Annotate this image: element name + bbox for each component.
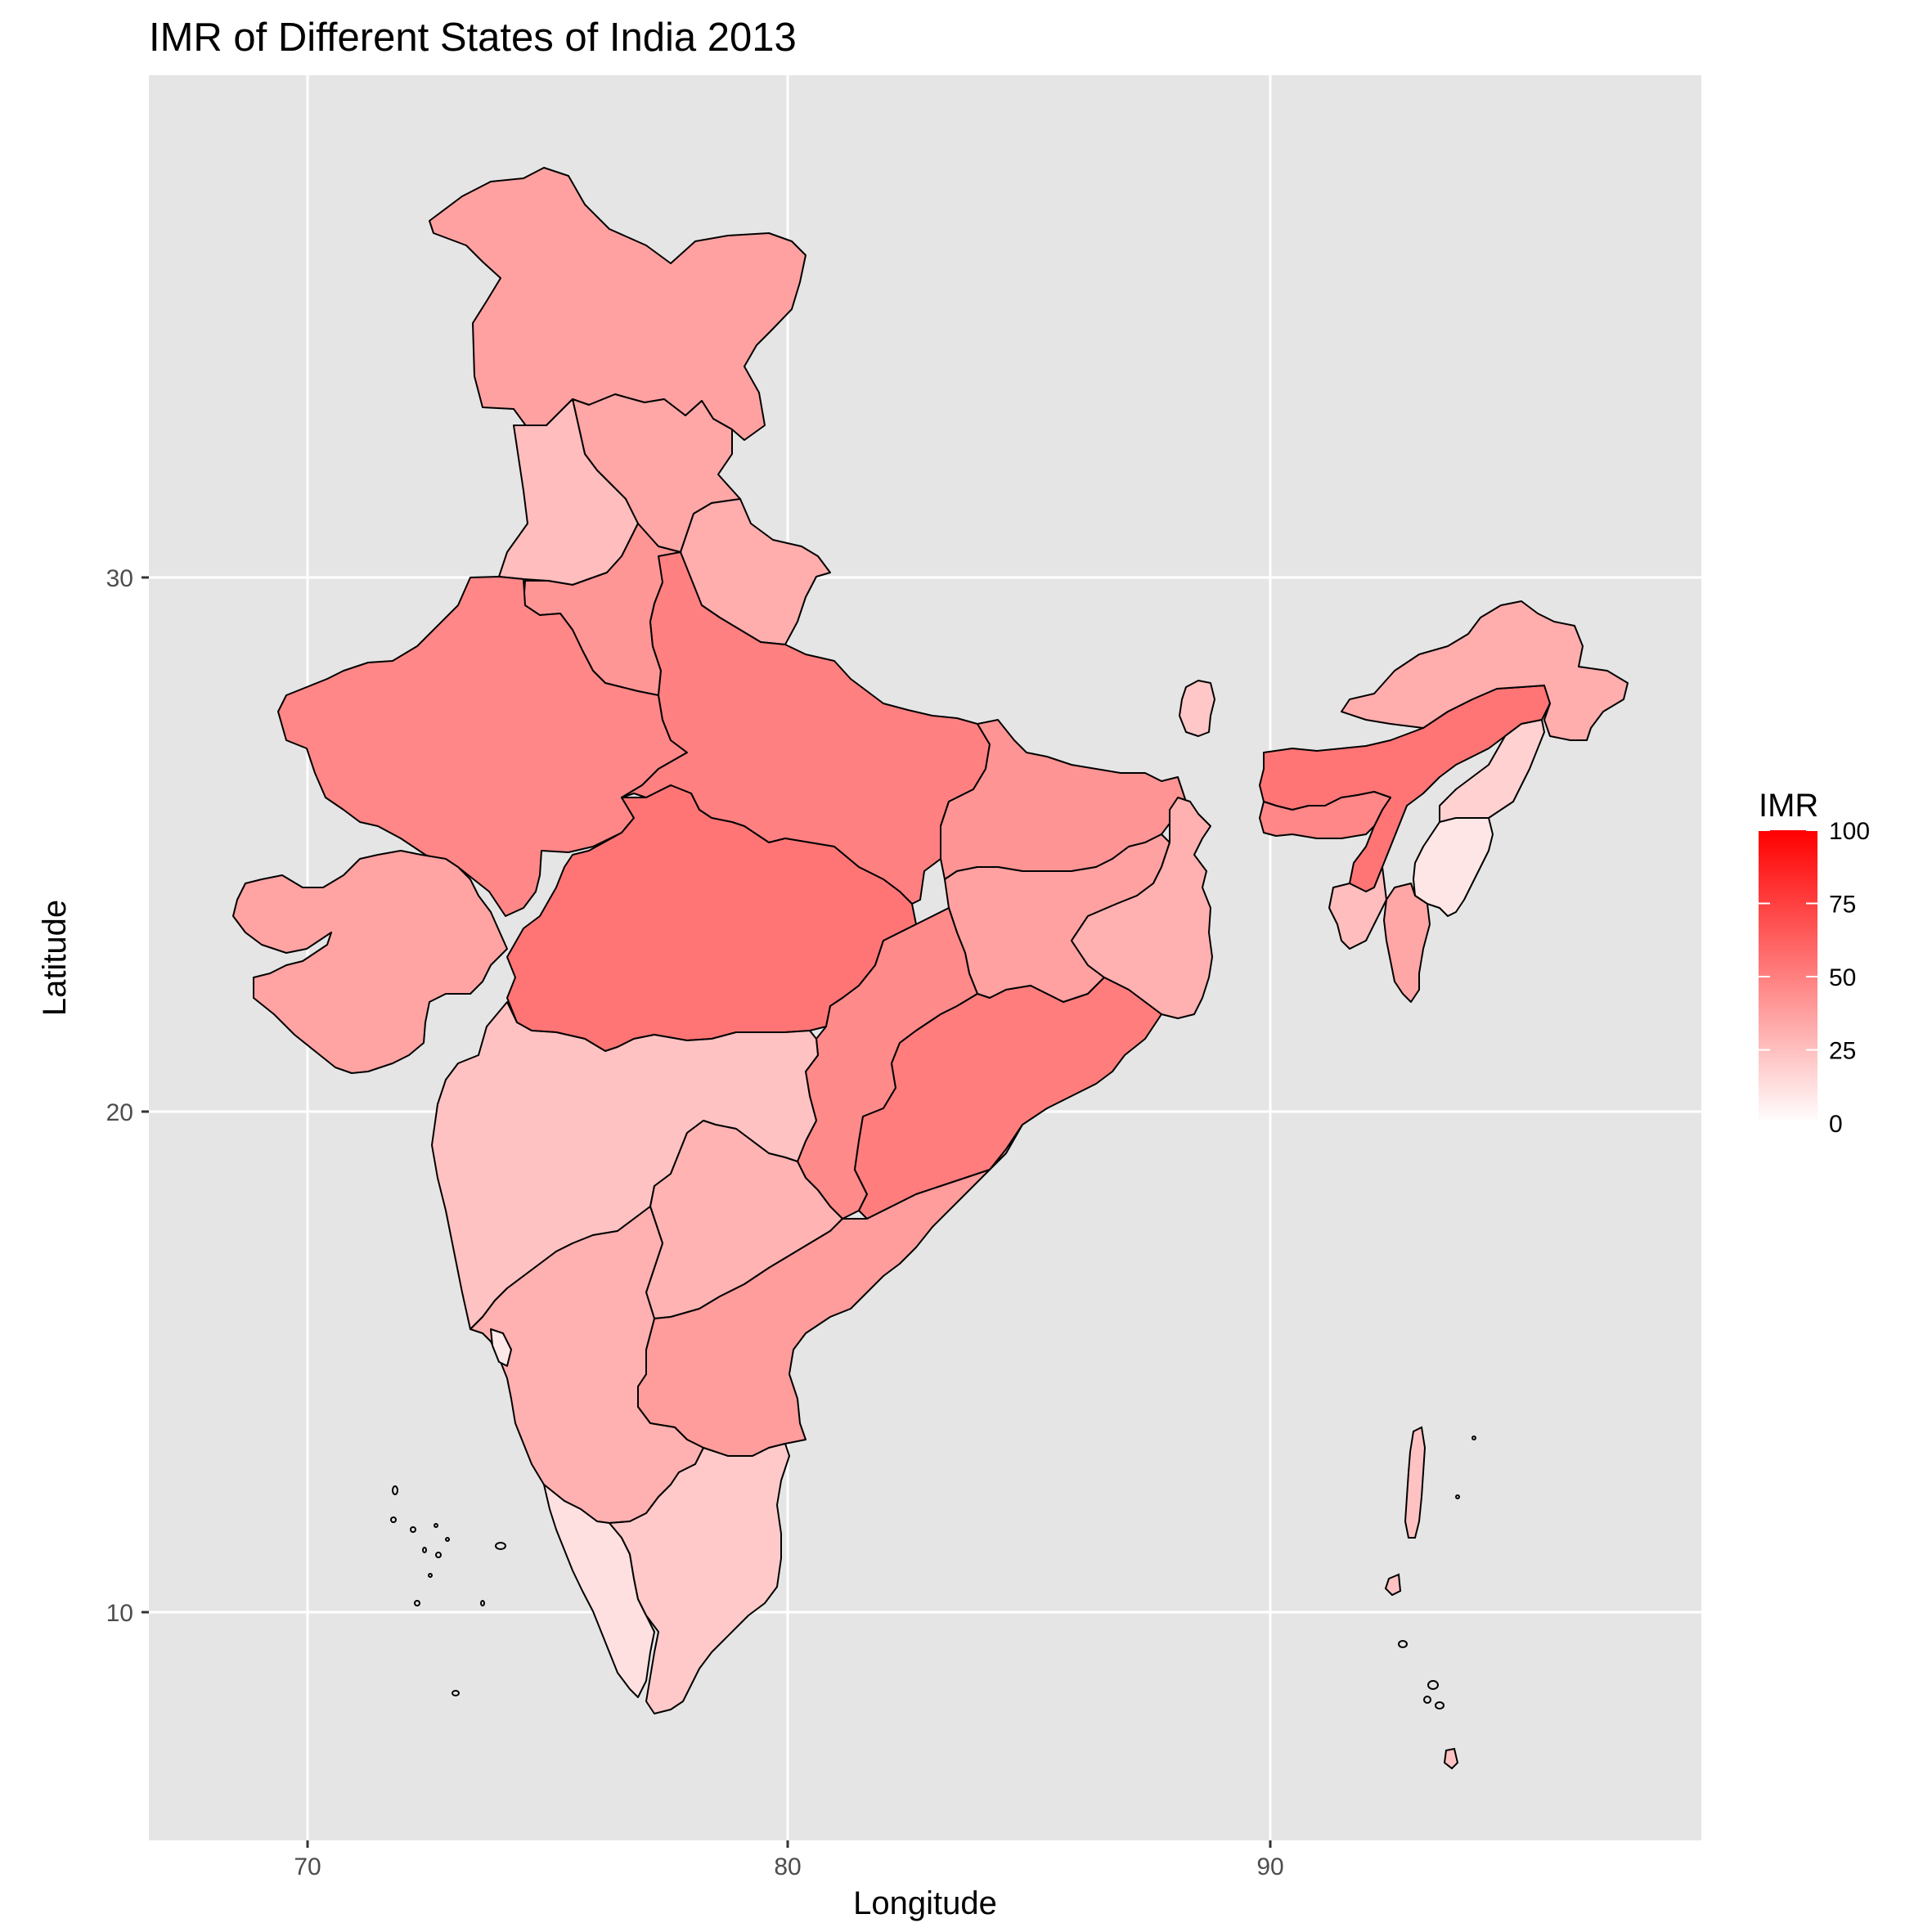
region-tripura: [1328, 866, 1387, 950]
x-tick-label-80: 80: [774, 1853, 801, 1880]
axis-ticks: [142, 576, 1272, 1848]
island-groups: [390, 1426, 1476, 1770]
y-tick-label-10: 10: [106, 1600, 133, 1627]
island-great-nicobar: [1443, 1747, 1459, 1770]
region-meghalaya: [1259, 791, 1391, 839]
island-lakshadweep-10: [414, 1600, 420, 1606]
region-andaman: [1404, 1426, 1427, 1539]
region-andhra-pradesh: [637, 1124, 1023, 1457]
island-narcondam: [1471, 1436, 1476, 1440]
legend-title: IMR: [1759, 788, 1818, 824]
legend-labels: 0 25 50 75 100: [1829, 818, 1870, 1138]
island-katchal: [1435, 1701, 1445, 1710]
region-west-bengal: [1071, 797, 1213, 1019]
region-sikkim: [1179, 680, 1215, 737]
region-northern-kashmir: [429, 167, 806, 441]
legend-label-0: 0: [1829, 1111, 1843, 1138]
island-lakshadweep-8: [435, 1552, 442, 1558]
island-nancowry: [1427, 1680, 1439, 1690]
x-axis-title: Longitude: [853, 1885, 997, 1921]
region-goa: [490, 1328, 512, 1367]
legend-label-50: 50: [1829, 964, 1856, 991]
island-lakshadweep-11: [480, 1600, 485, 1606]
island-lakshadweep-3: [410, 1526, 416, 1533]
island-minicoy: [452, 1690, 460, 1696]
region-gujarat: [232, 850, 508, 1074]
legend-label-75: 75: [1829, 892, 1856, 919]
island-lakshadweep-5: [445, 1537, 450, 1542]
legend-label-25: 25: [1829, 1038, 1856, 1065]
map-regions: [232, 167, 1629, 1714]
region-manipur: [1413, 817, 1494, 917]
chart-title: IMR of Different States of India 2013: [149, 16, 797, 60]
island-little-andaman: [1384, 1573, 1402, 1597]
island-lakshadweep-9: [428, 1573, 433, 1578]
region-karnataka: [470, 1206, 704, 1524]
island-lakshadweep-4: [434, 1523, 438, 1528]
x-tick-label-90: 90: [1256, 1853, 1283, 1880]
x-tick-label-70: 70: [294, 1853, 321, 1880]
legend-ticks: [1759, 829, 1817, 1124]
island-car-nicobar: [1398, 1640, 1408, 1648]
legend-label-100: 100: [1829, 818, 1870, 845]
island-kamorta: [1423, 1696, 1431, 1704]
y-tick-label-30: 30: [106, 565, 133, 592]
island-lakshadweep-6: [495, 1542, 506, 1550]
region-arunachal: [1341, 600, 1629, 741]
y-tick-label-20: 20: [106, 1099, 133, 1126]
island-lakshadweep-7: [422, 1547, 427, 1553]
island-barren: [1455, 1494, 1460, 1499]
region-tamil-nadu: [609, 1443, 790, 1714]
island-lakshadweep-1: [392, 1485, 398, 1495]
legend: IMR 0 25 50 75 100: [1759, 788, 1870, 1138]
region-nagaland: [1439, 719, 1545, 823]
island-lakshadweep-2: [390, 1516, 397, 1523]
region-rajasthan: [277, 576, 688, 917]
region-mizoram: [1383, 883, 1431, 1003]
y-axis-title: Latitude: [37, 900, 73, 1016]
